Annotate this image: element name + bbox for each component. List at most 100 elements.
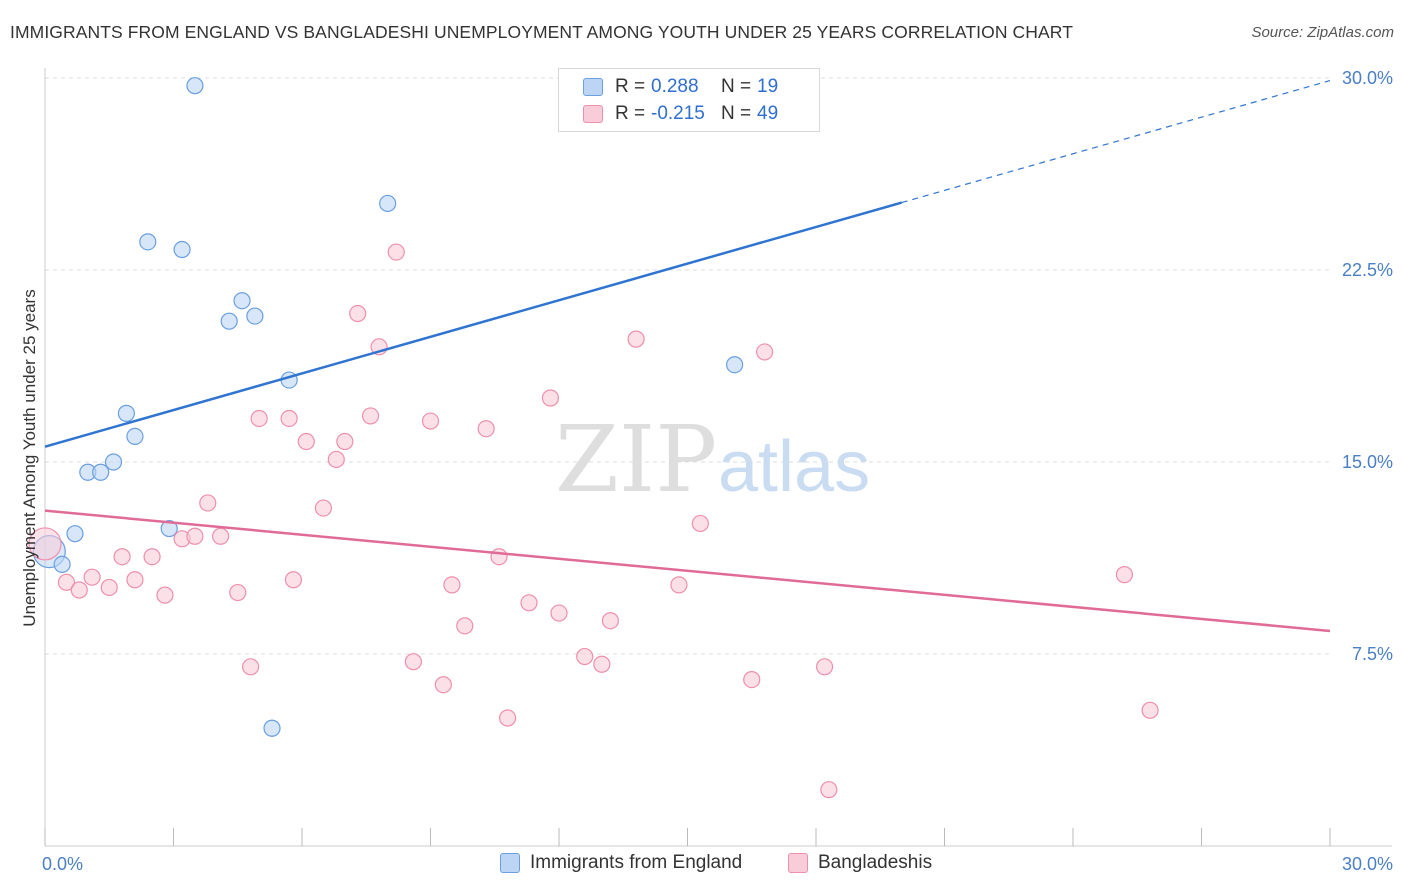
y-tick-label: 30.0% xyxy=(1342,68,1393,88)
bangladeshi-point xyxy=(83,568,101,586)
england-trend-line xyxy=(44,201,903,448)
bangladeshi-point xyxy=(336,432,354,451)
x-tick-label: 0.0% xyxy=(42,854,83,874)
bangladeshi-point xyxy=(143,548,161,566)
bottom-legend-england: Immigrants from England xyxy=(500,852,742,874)
england-point xyxy=(92,463,110,481)
bangladeshi-point xyxy=(387,243,405,261)
legend-n-value: 19 xyxy=(757,76,779,97)
bangladeshi-point xyxy=(593,655,611,673)
bangladeshi-point xyxy=(421,412,440,430)
england-point xyxy=(126,427,144,445)
england-point xyxy=(139,233,157,251)
watermark-atlas: atlas xyxy=(718,427,870,507)
legend-r-value: 0.288 xyxy=(651,76,699,97)
bangladeshi-point xyxy=(327,450,345,469)
england-point xyxy=(379,194,397,213)
chart-title: IMMIGRANTS FROM ENGLAND VS BANGLADESHI U… xyxy=(10,22,1074,42)
bangladeshi-point xyxy=(28,527,62,561)
legend-n-label: N = xyxy=(721,103,752,124)
england-point xyxy=(117,404,135,422)
bangladeshi-point xyxy=(743,670,761,689)
bangladeshi-trend-line xyxy=(44,509,1331,633)
bangladeshi-point xyxy=(541,389,560,407)
bangladeshi-point xyxy=(820,781,838,799)
england-point xyxy=(160,519,178,538)
bangladeshi-point xyxy=(100,578,118,597)
bangladeshi-point xyxy=(550,604,568,622)
bangladeshi-point xyxy=(126,571,144,589)
bangladeshi-point xyxy=(670,576,688,594)
bangladeshi-point xyxy=(349,304,367,323)
legend-n-label: N = xyxy=(721,76,752,97)
legend-r-label: R = xyxy=(615,76,646,97)
y-tick-label: 15.0% xyxy=(1342,452,1393,472)
england-trend-extension xyxy=(901,79,1331,204)
bangladeshi-point xyxy=(186,527,204,545)
legend: R = 0.288 N = 19 R = -0.215 N = 49 xyxy=(558,68,820,132)
bangladeshi-point xyxy=(1115,566,1134,584)
legend-r-value: -0.215 xyxy=(651,103,705,124)
x-tick-label: 30.0% xyxy=(1342,854,1393,874)
source-label: Source: ZipAtlas.com xyxy=(1251,24,1394,41)
bangladeshi-point xyxy=(456,617,474,635)
bottom-legend-swatch-bangladeshis xyxy=(788,853,808,873)
legend-row-bangladeshis: R = -0.215 N = 49 xyxy=(583,102,778,126)
legend-n-value: 49 xyxy=(757,103,779,124)
bangladeshi-point xyxy=(156,586,174,604)
gridlines xyxy=(45,77,1330,655)
england-point xyxy=(726,356,744,374)
england-point xyxy=(173,240,191,259)
bottom-legend-label-bangladeshis: Bangladeshis xyxy=(818,852,933,873)
bangladeshi-point xyxy=(576,647,594,666)
bangladeshi-point xyxy=(477,420,495,438)
england-point xyxy=(66,525,84,543)
bangladeshi-point xyxy=(361,407,380,425)
legend-row-england: R = 0.288 N = 19 xyxy=(583,75,778,99)
england-point xyxy=(53,555,71,574)
bangladeshi-point xyxy=(280,409,298,428)
legend-r-label: R = xyxy=(615,103,646,124)
bangladeshi-point xyxy=(199,494,217,512)
y-axis-label: Unemployment Among Youth under 25 years xyxy=(20,289,39,626)
bangladeshi-point xyxy=(755,343,774,361)
bottom-legend-swatch-england xyxy=(500,853,520,873)
bangladeshi-point xyxy=(601,612,620,630)
bangladeshi-point xyxy=(1141,701,1159,719)
y-tick-label: 7.5% xyxy=(1352,644,1393,664)
bangladeshi-point xyxy=(434,676,452,694)
bottom-legend-bangladeshis: Bangladeshis xyxy=(788,852,932,874)
bangladeshi-point xyxy=(113,548,131,566)
bangladeshi-point xyxy=(691,514,709,533)
bottom-legend: Immigrants from England Bangladeshis xyxy=(0,852,1406,878)
bangladeshi-point xyxy=(443,576,461,594)
bangladeshi-point xyxy=(815,658,834,676)
axes xyxy=(44,68,1392,847)
bangladeshi-point xyxy=(70,581,88,599)
bangladeshi-point xyxy=(284,571,303,589)
legend-swatch-england xyxy=(583,78,603,96)
bangladeshi-point xyxy=(490,548,508,566)
england-point xyxy=(104,453,123,471)
england-point xyxy=(186,77,204,95)
bangladeshi-point xyxy=(212,527,230,545)
england-point xyxy=(220,312,238,330)
legend-swatch-bangladeshis xyxy=(583,105,603,123)
bangladeshi-point xyxy=(229,583,247,602)
data-points xyxy=(28,77,1159,799)
bangladeshi-point xyxy=(297,432,315,451)
bottom-legend-label-england: Immigrants from England xyxy=(530,852,743,873)
bangladeshi-point xyxy=(520,594,538,612)
y-tick-label: 22.5% xyxy=(1342,260,1393,280)
watermark: ZIP atlas xyxy=(555,406,870,513)
bangladeshi-point xyxy=(314,499,333,517)
watermark-zip: ZIP xyxy=(555,406,717,513)
england-point xyxy=(246,307,264,325)
trend-lines xyxy=(44,79,1331,633)
england-point xyxy=(233,292,251,310)
bangladeshi-point xyxy=(627,330,645,348)
x-tick-labels: 0.0% 30.0% xyxy=(42,854,1393,874)
bangladeshi-point xyxy=(250,409,268,428)
bangladeshi-point xyxy=(57,573,76,591)
